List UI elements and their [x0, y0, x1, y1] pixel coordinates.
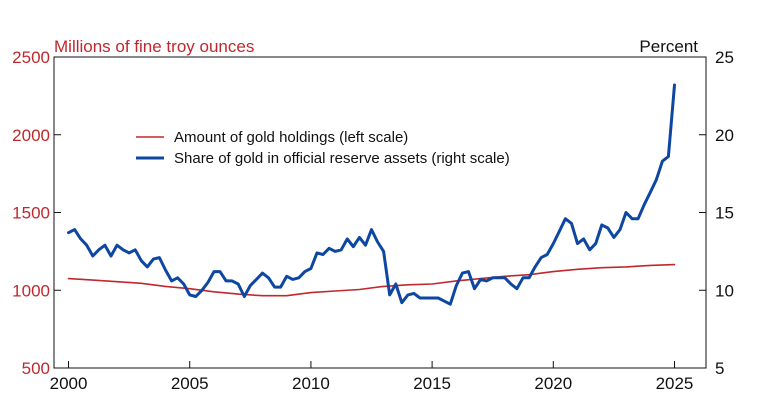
plot-frame	[53, 56, 707, 369]
series-line-holdings	[67, 263, 676, 297]
legend-label-holdings: Amount of gold holdings (left scale)	[174, 129, 408, 146]
right-tick-label: 10	[715, 281, 734, 300]
x-tick-label: 2020	[534, 374, 572, 393]
left-axis: 500 1000 1500 2000 2500	[12, 48, 61, 378]
right-tick-label: 25	[715, 48, 734, 67]
left-tick-label: 2000	[12, 126, 50, 145]
plot-border	[53, 56, 707, 369]
right-axis: 5 10 15 20 25	[699, 48, 734, 378]
series-layer	[67, 83, 676, 306]
left-tick-label: 1000	[12, 281, 50, 300]
x-tick-label: 2010	[292, 374, 330, 393]
left-axis-unit-label: Millions of fine troy ounces	[54, 37, 254, 56]
right-tick-label: 5	[715, 359, 724, 378]
x-tick-label: 2015	[413, 374, 451, 393]
x-tick-label: 2025	[656, 374, 694, 393]
x-tick-label: 2005	[171, 374, 209, 393]
right-tick-label: 15	[715, 204, 734, 223]
right-axis-unit-label: Percent	[639, 37, 698, 56]
legend: Amount of gold holdings (left scale) Sha…	[136, 129, 510, 167]
series-line-share	[67, 83, 676, 306]
x-tick-label: 2000	[50, 374, 88, 393]
left-tick-label: 500	[22, 359, 50, 378]
left-tick-label: 1500	[12, 204, 50, 223]
left-tick-label: 2500	[12, 48, 50, 67]
legend-label-share: Share of gold in official reserve assets…	[174, 150, 510, 167]
right-tick-label: 20	[715, 126, 734, 145]
x-axis: 2000 2005 2010 2015 2020 2025	[50, 361, 694, 393]
